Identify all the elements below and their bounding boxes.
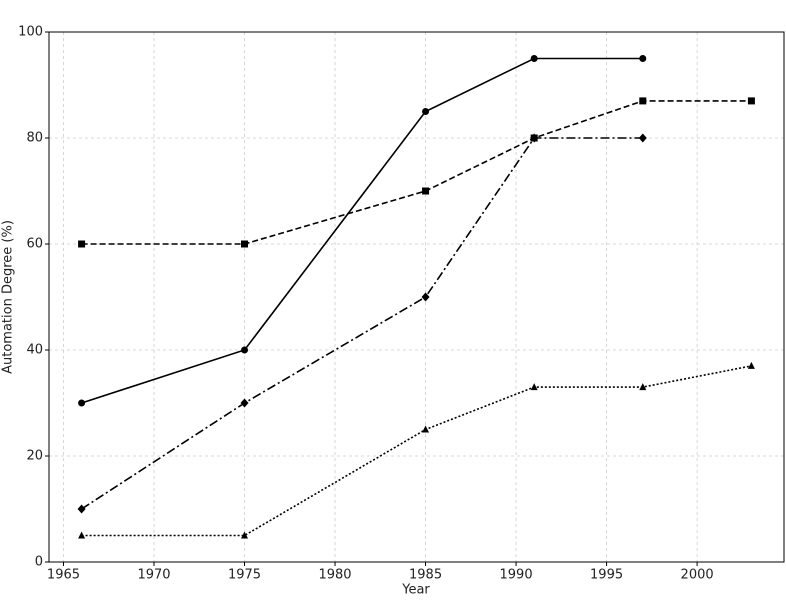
marker — [639, 383, 647, 391]
plot-frame — [48, 31, 785, 563]
marker — [422, 187, 430, 195]
y-axis-label: Automation Degree (%) — [1, 220, 16, 374]
marker — [241, 346, 249, 354]
x-tick-label: 1975 — [228, 568, 261, 583]
y-tick-label: 80 — [26, 131, 43, 146]
marker — [638, 133, 647, 143]
x-tick-label: 1985 — [409, 568, 442, 583]
y-tick-label: 60 — [26, 237, 43, 252]
x-axis-label: Year — [401, 583, 430, 598]
marker — [421, 292, 430, 302]
y-tick-label: 100 — [18, 25, 43, 40]
marker — [78, 399, 86, 407]
marker — [639, 55, 647, 62]
marker — [530, 383, 538, 391]
x-tick-label: 2000 — [681, 568, 714, 583]
marker — [422, 425, 430, 433]
marker — [241, 531, 249, 539]
y-tick-label: 40 — [26, 343, 43, 358]
marker — [78, 531, 86, 539]
marker — [530, 133, 539, 143]
y-tick-label: 0 — [35, 555, 43, 570]
x-tick-label: 1980 — [318, 568, 351, 583]
x-tick-label: 1965 — [47, 568, 80, 583]
x-tick-label: 1995 — [590, 568, 623, 583]
series-line — [81, 137, 643, 510]
marker — [747, 361, 755, 369]
marker — [530, 55, 538, 62]
marker — [77, 504, 86, 514]
marker — [747, 97, 755, 105]
marker — [422, 108, 430, 115]
x-tick-label: 1990 — [500, 568, 533, 583]
x-tick-label: 1970 — [137, 568, 170, 583]
marker — [78, 240, 86, 248]
series-line — [81, 57, 643, 404]
marker — [240, 398, 249, 408]
y-tick-label: 20 — [26, 449, 43, 464]
marker — [639, 97, 647, 105]
series-line — [81, 365, 752, 537]
series-line — [81, 100, 752, 245]
marker — [241, 240, 249, 248]
